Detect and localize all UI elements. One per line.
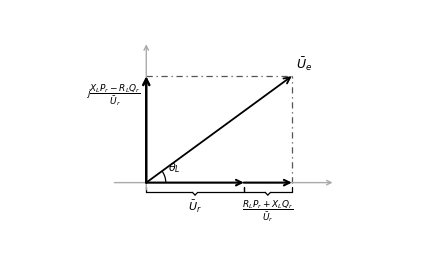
Text: $\bar{U}_e$: $\bar{U}_e$	[296, 55, 313, 73]
Text: $\bar{U}_r$: $\bar{U}_r$	[188, 198, 202, 215]
Text: $\dfrac{R_L P_r + X_L Q_r}{\bar{U}_r}$: $\dfrac{R_L P_r + X_L Q_r}{\bar{U}_r}$	[242, 198, 293, 224]
Text: $j\dfrac{X_L P_r - R_L Q_r}{\bar{U}_r}$: $j\dfrac{X_L P_r - R_L Q_r}{\bar{U}_r}$	[86, 82, 141, 108]
Text: $\theta_L$: $\theta_L$	[168, 161, 181, 175]
